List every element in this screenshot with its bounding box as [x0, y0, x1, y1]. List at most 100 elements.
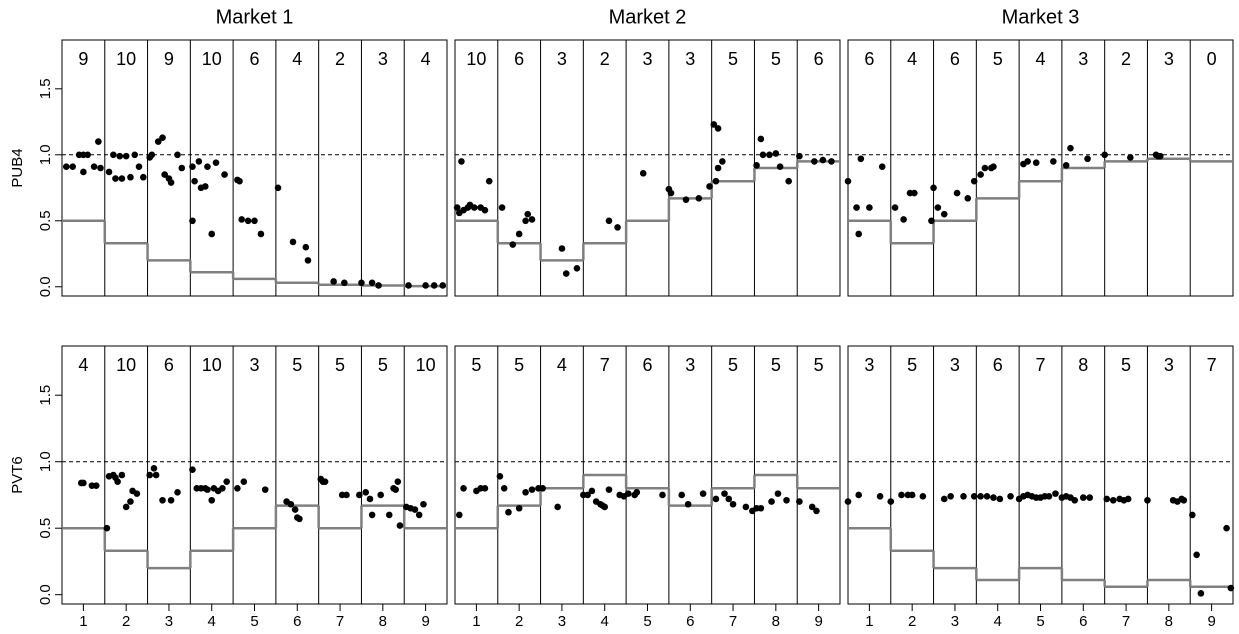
point [368, 279, 376, 287]
point [844, 177, 852, 185]
point [1062, 162, 1070, 169]
point [776, 163, 784, 170]
cell-count: 3 [642, 49, 652, 69]
y-tick-label: 0.5 [37, 210, 54, 231]
point [960, 492, 967, 500]
point [97, 164, 104, 172]
point [796, 152, 803, 160]
point [1193, 551, 1200, 559]
point [783, 496, 790, 504]
cell-count: 4 [907, 49, 917, 69]
cell-count: 9 [78, 49, 88, 69]
cell-count: 10 [466, 49, 486, 69]
x-tick-label: 1 [79, 613, 87, 630]
point [1109, 496, 1117, 504]
cell-count: 5 [378, 355, 388, 375]
point [396, 522, 404, 529]
point [911, 189, 918, 197]
point [811, 158, 818, 165]
point [522, 217, 529, 225]
point [69, 163, 76, 170]
x-tick-label: 6 [1079, 613, 1087, 630]
point [714, 125, 722, 132]
cell-count: 5 [514, 355, 524, 375]
point [453, 204, 461, 211]
point [420, 500, 427, 508]
cell-count: 3 [1078, 49, 1088, 69]
point [659, 491, 666, 499]
point [515, 504, 523, 512]
point [887, 498, 895, 505]
point [92, 482, 100, 489]
cell-count: 5 [1121, 355, 1131, 375]
panel-box [454, 39, 841, 297]
point [458, 158, 465, 165]
point [244, 217, 252, 225]
cell-count: 5 [471, 355, 481, 375]
panel-box [61, 39, 448, 297]
x-tick-label: 7 [336, 613, 344, 630]
point [274, 184, 282, 192]
point [757, 135, 765, 143]
point [891, 204, 899, 211]
point [964, 195, 972, 202]
point [208, 496, 216, 504]
cell-count: 3 [950, 355, 960, 375]
x-tick-label: 5 [1036, 613, 1044, 630]
x-tick-label: 9 [421, 613, 429, 630]
point [1024, 158, 1031, 165]
point [813, 507, 820, 515]
point [415, 511, 423, 519]
point [238, 216, 245, 223]
point [191, 177, 198, 185]
point [330, 278, 337, 285]
point [682, 196, 690, 203]
cell-count: 6 [642, 355, 652, 375]
x-tick-label: 8 [379, 613, 387, 630]
point [678, 491, 686, 499]
cell-count: 6 [814, 49, 824, 69]
cell-count: 6 [164, 355, 174, 375]
x-tick-label: 9 [814, 613, 822, 630]
point [947, 492, 954, 500]
cell-count: 3 [1164, 49, 1174, 69]
panel-title: Market 3 [1002, 6, 1080, 28]
cell-count: 5 [728, 49, 738, 69]
cell-count: 3 [249, 355, 259, 375]
point [509, 241, 517, 248]
point [970, 177, 978, 185]
cell-count: 4 [557, 355, 567, 375]
point [855, 230, 862, 238]
point [405, 282, 412, 289]
point [208, 230, 216, 238]
point [481, 206, 489, 214]
point [844, 498, 852, 505]
point [392, 486, 399, 493]
point [62, 163, 70, 170]
point [159, 134, 166, 141]
point [234, 484, 241, 492]
panel-box [847, 39, 1234, 297]
cell-count: 2 [335, 49, 345, 69]
y-axis-label: PUB4 [9, 148, 26, 187]
x-tick-label: 4 [994, 613, 1002, 630]
point [122, 503, 130, 511]
point [116, 152, 124, 160]
point [876, 492, 884, 500]
cell-count: 6 [993, 355, 1003, 375]
cell-count: 3 [378, 49, 388, 69]
point [1007, 492, 1014, 500]
point [505, 508, 512, 516]
x-tick-label: 4 [601, 613, 609, 630]
cell-count: 0 [1207, 49, 1217, 69]
cell-count: 4 [78, 355, 88, 375]
point [481, 484, 489, 492]
point [356, 491, 363, 499]
point [528, 486, 536, 493]
cell-count: 6 [864, 49, 874, 69]
point [174, 151, 181, 159]
point [706, 183, 713, 190]
point [855, 491, 862, 499]
point [80, 479, 87, 487]
